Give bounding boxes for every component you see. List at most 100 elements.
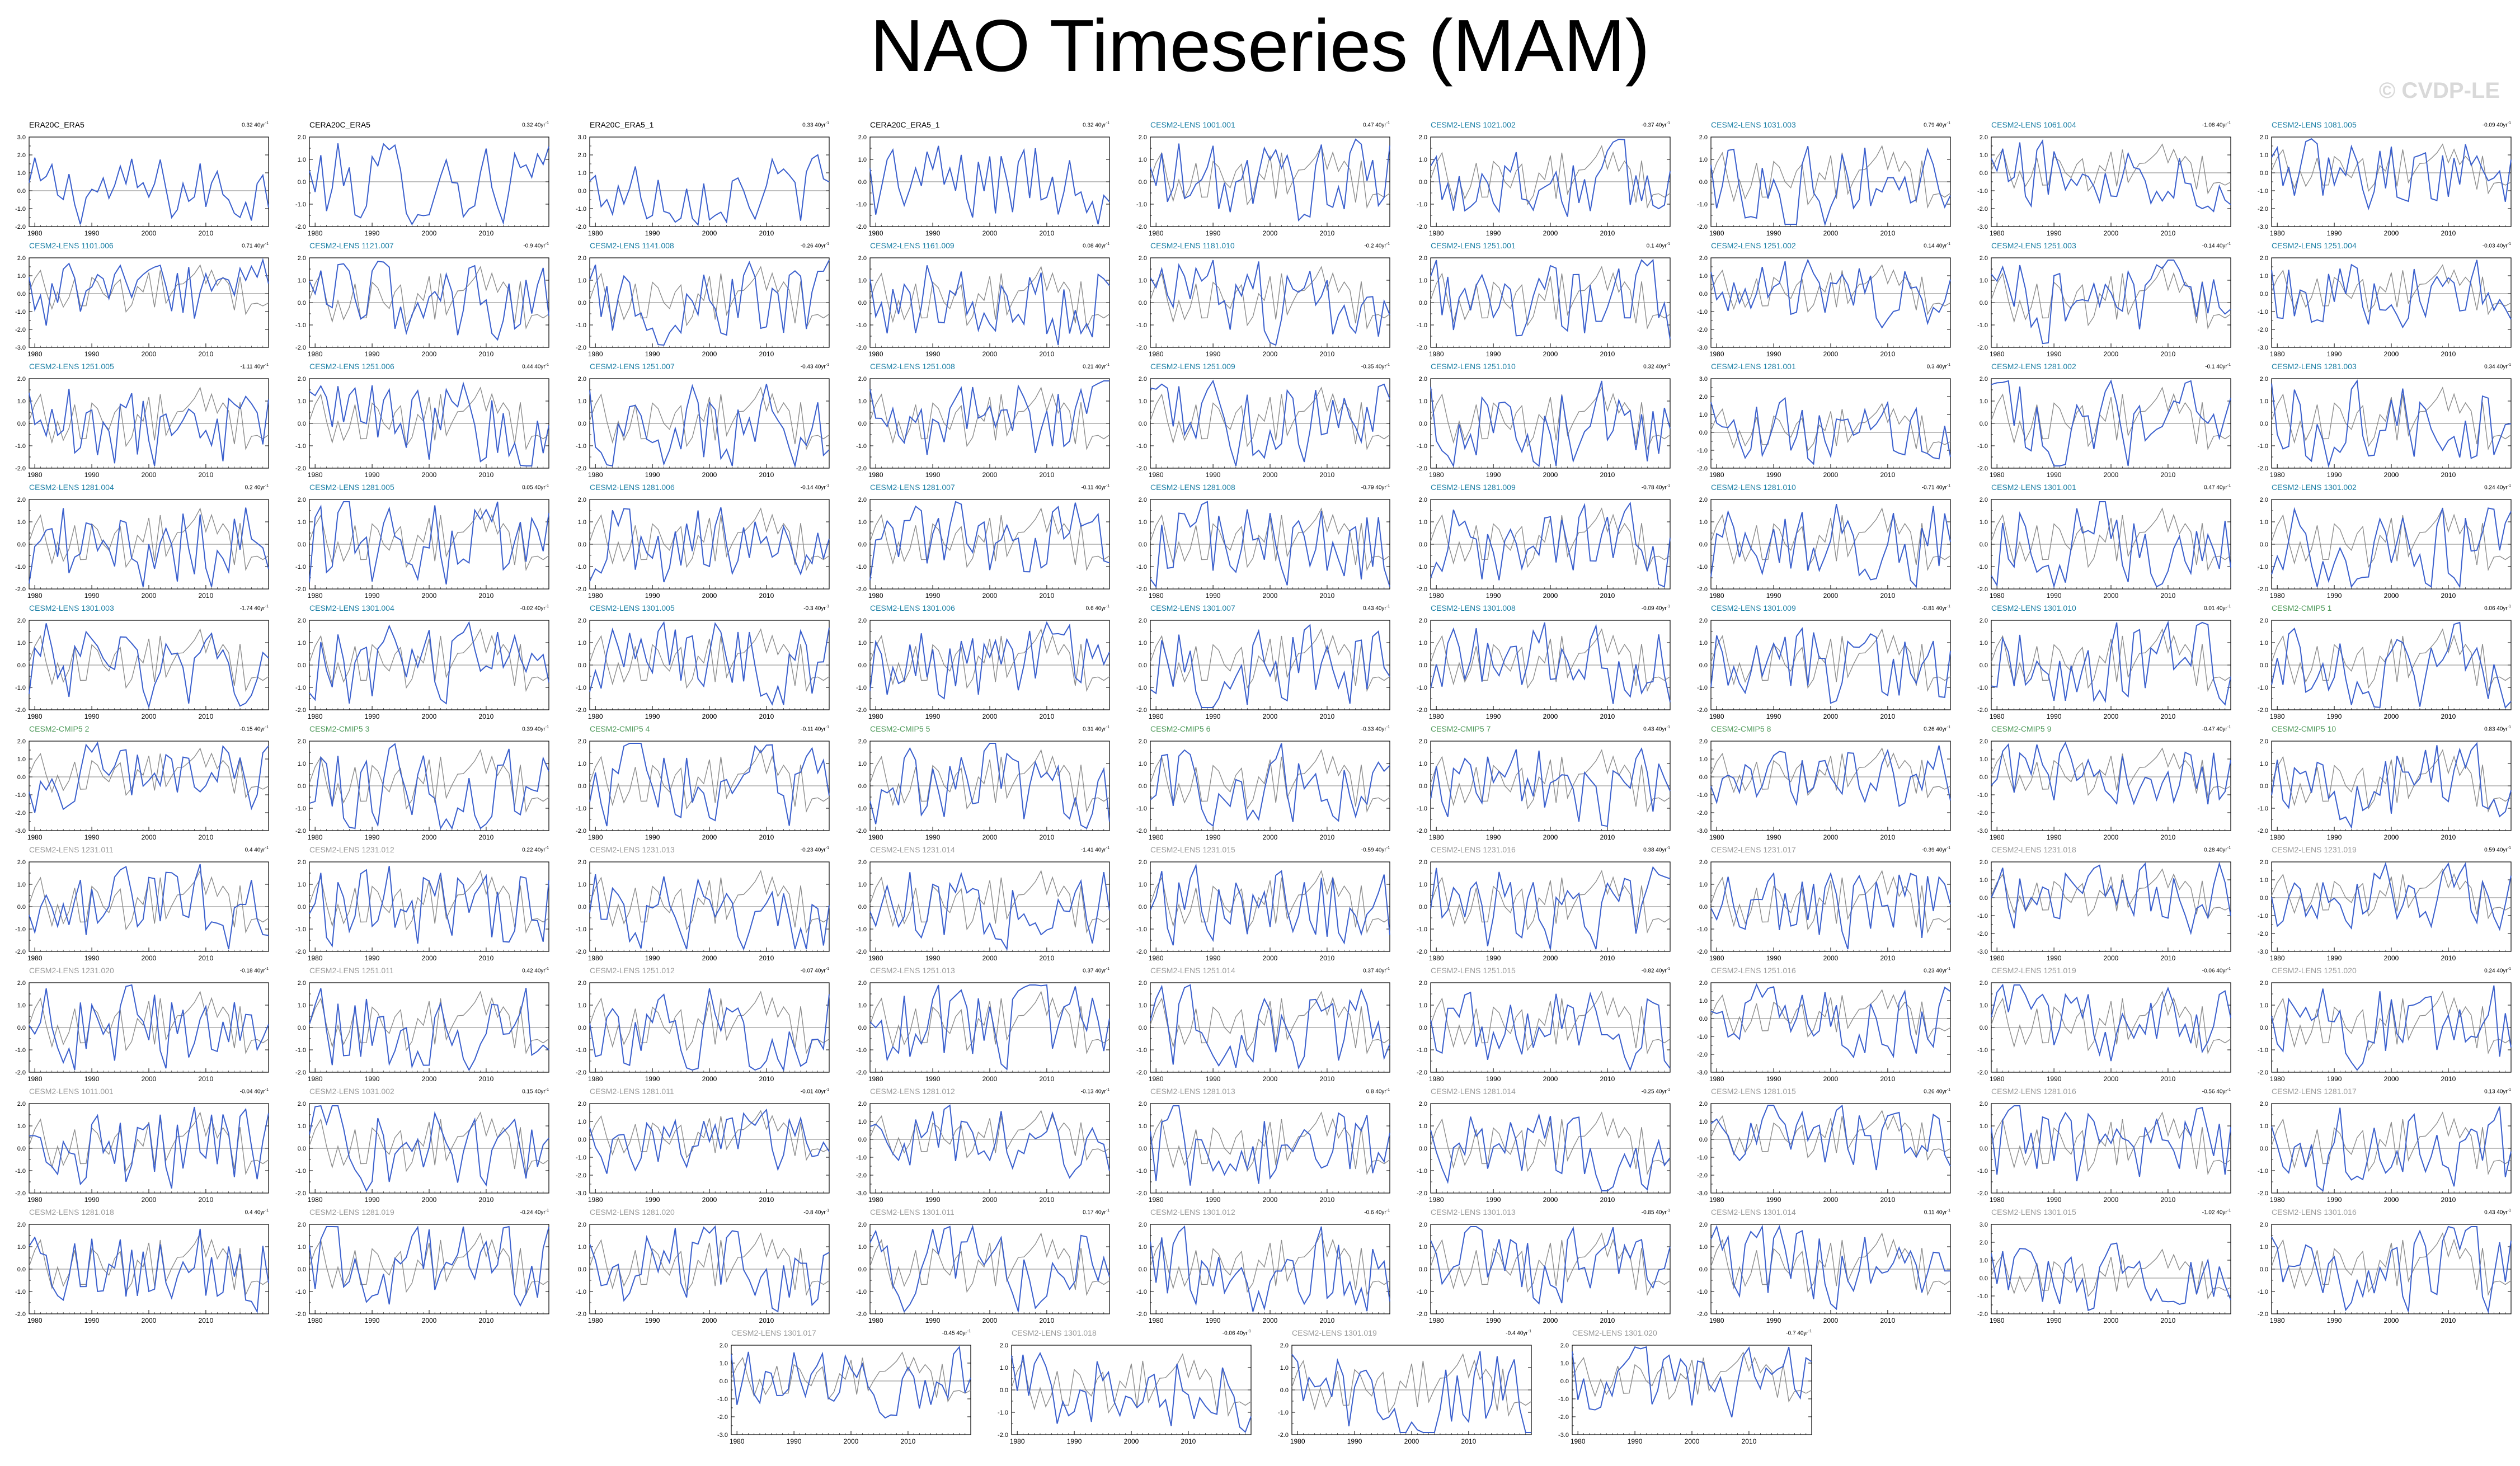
y-tick-label: -2.0 xyxy=(295,707,306,714)
chart-panel: CESM2-LENS 1301.010 0.01 40yr-1 2.0 1.0 0.0 -… xyxy=(1962,604,2242,724)
panel-title: CESM2-LENS 1301.007 xyxy=(1150,604,1235,612)
y-tick-label: 1.0 xyxy=(2260,152,2268,159)
chart-panel: CESM2-CMIP5 4 -0.11 40yr-1 2.0 1.0 0.0 -1.0 -2… xyxy=(561,724,840,845)
x-tick-label: 2010 xyxy=(759,713,774,720)
x-tick-label: 1980 xyxy=(308,713,323,720)
y-tick-label: 0.0 xyxy=(17,904,26,911)
x-tick-label: 1980 xyxy=(27,350,43,358)
y-tick-label: -2.0 xyxy=(1977,206,1988,213)
y-tick-label: 2.0 xyxy=(1980,255,1988,262)
panel-trend-stat: 0.2 40yr-1 xyxy=(245,484,269,491)
y-tick-label: -1.0 xyxy=(15,206,26,213)
x-tick-label: 1990 xyxy=(1766,592,1781,600)
panel-title: CESM2-LENS 1251.008 xyxy=(870,362,955,371)
panel-trend-stat: -0.37 40yr-1 xyxy=(1641,121,1670,129)
panel-title: CESM2-CMIP5 3 xyxy=(309,724,370,733)
y-tick-label: 0.0 xyxy=(578,421,586,427)
chart-panel: CESM2-LENS 1281.010 -0.71 40yr-1 2.0 1.0 0.0… xyxy=(1682,483,1962,604)
y-tick-label: -2.0 xyxy=(2258,465,2268,472)
y-tick-label: 2.0 xyxy=(17,152,26,159)
x-tick-label: 2000 xyxy=(422,713,437,720)
x-tick-label: 2010 xyxy=(2161,350,2176,358)
x-tick-label: 1990 xyxy=(1206,471,1221,479)
x-tick-label: 2010 xyxy=(759,592,774,600)
y-tick-label: 2.0 xyxy=(1139,497,1147,503)
y-tick-label: -1.0 xyxy=(1697,201,1708,208)
panel-title: CESM2-CMIP5 1 xyxy=(2272,604,2332,612)
x-tick-label: 1980 xyxy=(2270,229,2285,237)
x-tick-label: 1990 xyxy=(1766,713,1781,720)
x-tick-label: 2000 xyxy=(702,592,717,600)
y-tick-label: 2.0 xyxy=(578,255,586,262)
panel-trend-stat: -0.03 40yr-1 xyxy=(2482,242,2511,249)
x-tick-label: 1990 xyxy=(365,713,380,720)
observed-series-line xyxy=(589,507,830,572)
y-tick-label: 1.0 xyxy=(298,157,306,163)
x-tick-label: 1990 xyxy=(2327,833,2342,841)
x-tick-label: 1990 xyxy=(645,592,660,600)
y-tick-label: 0.0 xyxy=(1139,179,1147,186)
observed-series-line xyxy=(869,628,1110,692)
y-tick-label: 0.0 xyxy=(858,300,867,307)
panel-title: CESM2-LENS 1021.002 xyxy=(1431,120,1516,129)
x-tick-label: 2010 xyxy=(1320,471,1335,479)
panel-title: ERA20C_ERA5_1 xyxy=(590,120,654,129)
panel-title: CESM2-LENS 1301.001 xyxy=(1991,483,2076,492)
y-tick-label: 2.0 xyxy=(1980,134,1988,141)
panel-trend-stat: -0.09 40yr-1 xyxy=(2482,121,2511,129)
x-tick-label: 1980 xyxy=(588,229,603,237)
y-tick-label: 0.0 xyxy=(1980,662,1988,669)
chart-panel: CESM2-LENS 1281.003 0.34 40yr-1 2.0 1.0 0.0 -… xyxy=(2242,362,2520,483)
model-series-line xyxy=(1150,863,1390,946)
x-tick-label: 2010 xyxy=(479,471,494,479)
x-tick-label: 2000 xyxy=(142,713,157,720)
y-tick-label: -1.0 xyxy=(295,926,306,933)
chart-panel: CESM2-LENS 1231.017 -0.39 40yr-1 2.0 1.0 0.0… xyxy=(1682,845,1962,966)
x-tick-label: 1990 xyxy=(84,833,100,841)
x-tick-label: 2010 xyxy=(1320,592,1335,600)
x-tick-label: 2010 xyxy=(199,229,214,237)
y-tick-label: 2.0 xyxy=(1980,497,1988,503)
x-tick-label: 1980 xyxy=(1429,833,1444,841)
model-series-line xyxy=(29,864,269,950)
model-series-line xyxy=(29,507,269,587)
panel-title: CESM2-LENS 1251.001 xyxy=(1431,241,1516,250)
x-tick-label: 1980 xyxy=(27,229,43,237)
y-tick-label: -1.0 xyxy=(1977,792,1988,799)
x-tick-label: 1990 xyxy=(1486,833,1501,841)
x-tick-label: 1980 xyxy=(588,833,603,841)
y-tick-label: 0.0 xyxy=(17,541,26,548)
panel-title: CESM2-LENS 1281.008 xyxy=(1150,483,1235,492)
x-tick-label: 2000 xyxy=(142,229,157,237)
chart-panel: CESM2-LENS 1281.004 0.2 40yr-1 2.0 1.0 0.0 -1… xyxy=(0,483,280,604)
x-tick-label: 1990 xyxy=(2327,954,2342,962)
observed-series-line xyxy=(1430,145,1671,209)
model-series-line xyxy=(589,154,830,227)
x-tick-label: 1990 xyxy=(2047,713,2062,720)
chart-panel: CESM2-LENS 1021.002 -0.37 40yr-1 2.0 1.0 0.0… xyxy=(1402,120,1681,241)
panel-trend-stat: 0.08 40yr-1 xyxy=(1083,242,1109,249)
panel-title: CESM2-LENS 1251.007 xyxy=(590,362,675,371)
x-tick-label: 1980 xyxy=(1149,833,1164,841)
y-tick-label: -2.0 xyxy=(1417,465,1427,472)
x-tick-label: 2010 xyxy=(1040,350,1055,358)
x-tick-label: 1990 xyxy=(2047,229,2062,237)
model-series-line xyxy=(2271,379,2512,468)
y-tick-label: 0.0 xyxy=(1699,662,1708,669)
y-tick-label: -1.0 xyxy=(1136,322,1147,329)
y-tick-label: -1.0 xyxy=(1697,926,1708,933)
x-tick-label: 2010 xyxy=(1040,954,1055,962)
panel-title: CESM2-LENS 1081.005 xyxy=(2272,120,2357,129)
y-tick-label: -2.0 xyxy=(1697,949,1708,955)
y-tick-label: 1.0 xyxy=(1699,519,1708,526)
observed-series-line xyxy=(1991,507,2231,572)
x-tick-label: 2000 xyxy=(2384,833,2399,841)
y-tick-label: -2.0 xyxy=(1697,465,1708,472)
model-series-line xyxy=(29,388,269,466)
